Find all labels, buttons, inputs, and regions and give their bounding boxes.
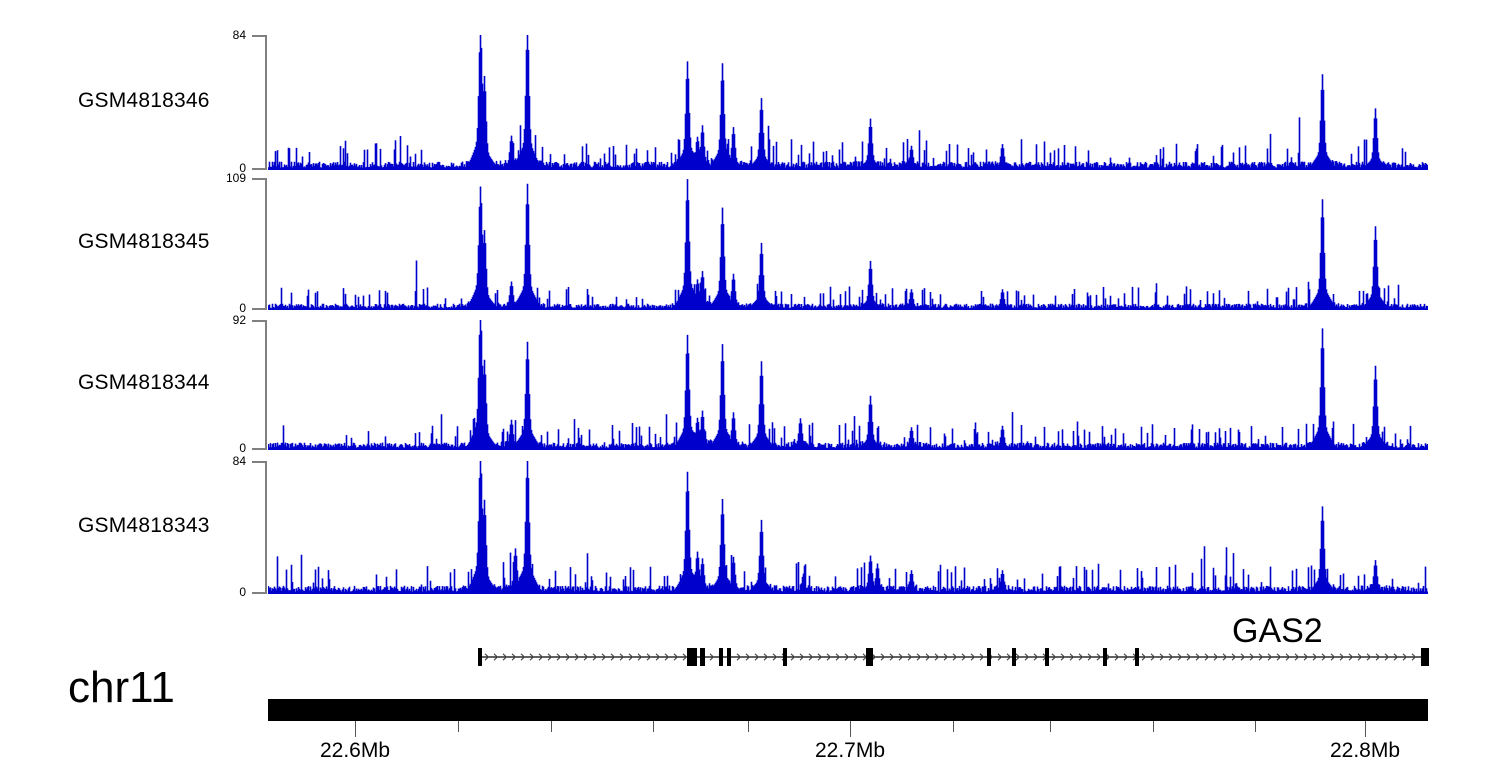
- coverage-signal-area[interactable]: [268, 35, 1428, 170]
- track-sample-label: GSM4818345: [78, 230, 210, 253]
- track-sample-label: GSM4818344: [78, 371, 210, 394]
- axis-tick-min: [252, 168, 266, 170]
- ruler-tick: [850, 721, 851, 737]
- ruler-tick: [748, 721, 749, 732]
- track-axis-line: [265, 320, 267, 450]
- ruler-tick-label: 22.6Mb: [319, 739, 391, 762]
- track-axis-line: [265, 35, 267, 170]
- axis-tick-min: [252, 592, 266, 594]
- ruler-tick-label: 22.8Mb: [1329, 739, 1401, 762]
- ruler-tick: [953, 721, 954, 732]
- axis-tick-max: [252, 320, 266, 322]
- coverage-track-gsm4818345[interactable]: GSM4818345 109 0: [0, 172, 1500, 314]
- axis-tick-max: [252, 178, 266, 180]
- axis-max-value: 109: [225, 171, 246, 185]
- track-sample-label: GSM4818343: [78, 513, 210, 537]
- chromosome-bar[interactable]: [268, 699, 1428, 721]
- ruler-tick: [653, 721, 654, 732]
- coverage-track-gsm4818344[interactable]: GSM4818344 92 0: [0, 314, 1500, 454]
- gene-name-label: GAS2: [1232, 612, 1323, 650]
- coverage-signal-area[interactable]: [268, 178, 1428, 310]
- ruler-tick: [1153, 721, 1154, 732]
- ruler-tick: [1365, 721, 1366, 737]
- axis-max-value: 92: [232, 313, 246, 327]
- axis-tick-max: [252, 35, 266, 37]
- axis-min-value: 0: [239, 301, 246, 315]
- ruler-tick: [1255, 721, 1256, 732]
- track-axis-line: [265, 178, 267, 310]
- chromosome-name-label: chr11: [68, 663, 175, 712]
- coverage-signal-area[interactable]: [268, 461, 1428, 594]
- axis-min-value: 0: [239, 441, 246, 455]
- ruler-tick: [458, 721, 459, 732]
- track-axis-line: [265, 461, 267, 594]
- axis-tick-max: [252, 461, 266, 463]
- coverage-signal-area[interactable]: [268, 320, 1428, 450]
- track-sample-label: GSM4818346: [78, 88, 210, 112]
- coverage-track-gsm4818346[interactable]: GSM4818346 84 0: [0, 29, 1500, 174]
- ruler-tick-label: 22.7Mb: [814, 739, 886, 762]
- axis-max-value: 84: [232, 28, 246, 42]
- ruler-tick: [551, 721, 552, 732]
- axis-tick-min: [252, 448, 266, 450]
- axis-tick-min: [252, 308, 266, 310]
- axis-min-value: 0: [239, 161, 246, 175]
- axis-min-value: 0: [239, 585, 246, 599]
- gene-annotation-track[interactable]: GAS2: [0, 600, 1500, 680]
- ruler-tick: [355, 721, 356, 737]
- axis-max-value: 84: [232, 454, 246, 468]
- ruler-tick: [1050, 721, 1051, 732]
- coverage-track-gsm4818343[interactable]: GSM4818343 84 0: [0, 455, 1500, 598]
